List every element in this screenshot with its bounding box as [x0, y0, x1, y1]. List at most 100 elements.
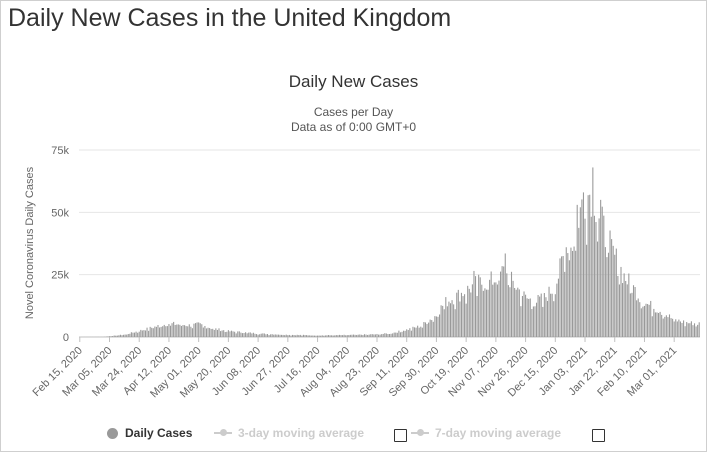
- data-bar[interactable]: [370, 334, 372, 337]
- data-bar[interactable]: [661, 314, 663, 337]
- data-bar[interactable]: [367, 334, 369, 337]
- data-bar[interactable]: [462, 296, 464, 337]
- data-bar[interactable]: [266, 333, 269, 337]
- data-bar[interactable]: [382, 333, 384, 337]
- data-bar[interactable]: [595, 222, 597, 337]
- data-bar[interactable]: [263, 333, 265, 337]
- data-bar[interactable]: [567, 253, 569, 337]
- data-bar[interactable]: [312, 335, 314, 337]
- legend-item-3-day-average[interactable]: 3-day moving average: [214, 426, 364, 440]
- data-bar[interactable]: [273, 334, 275, 337]
- data-bar[interactable]: [376, 333, 378, 337]
- data-bar[interactable]: [464, 294, 466, 337]
- data-bar[interactable]: [556, 283, 558, 337]
- data-bar[interactable]: [453, 304, 455, 337]
- data-bar[interactable]: [618, 284, 620, 337]
- data-bar[interactable]: [592, 167, 594, 337]
- data-bar[interactable]: [535, 302, 538, 337]
- legend-item-7-day-average[interactable]: 7-day moving average: [411, 426, 561, 440]
- data-bar[interactable]: [584, 218, 586, 337]
- data-bar[interactable]: [210, 328, 212, 337]
- data-bar[interactable]: [249, 332, 251, 337]
- data-bar[interactable]: [401, 331, 403, 337]
- data-bar[interactable]: [393, 332, 395, 337]
- data-bar[interactable]: [429, 319, 431, 337]
- data-bar[interactable]: [456, 292, 458, 337]
- data-bar[interactable]: [551, 293, 553, 337]
- data-bar[interactable]: [390, 333, 392, 337]
- data-bar[interactable]: [301, 335, 303, 337]
- data-bar[interactable]: [581, 199, 583, 337]
- data-bar[interactable]: [673, 321, 675, 337]
- data-bar[interactable]: [443, 309, 445, 337]
- data-bar[interactable]: [240, 332, 242, 337]
- data-bar[interactable]: [485, 289, 488, 337]
- data-bar[interactable]: [423, 322, 425, 337]
- data-bar[interactable]: [409, 328, 411, 337]
- data-bar[interactable]: [598, 218, 600, 337]
- data-bar[interactable]: [307, 335, 309, 337]
- data-bar[interactable]: [309, 335, 311, 337]
- data-bar[interactable]: [611, 239, 613, 337]
- data-bar[interactable]: [489, 279, 491, 337]
- data-bar[interactable]: [597, 241, 599, 337]
- data-bar[interactable]: [224, 332, 226, 337]
- data-bar[interactable]: [180, 325, 182, 337]
- data-bar[interactable]: [354, 334, 356, 337]
- data-bar[interactable]: [645, 303, 647, 337]
- data-bar[interactable]: [173, 321, 175, 337]
- data-bar[interactable]: [404, 330, 406, 337]
- data-bar[interactable]: [340, 335, 342, 337]
- data-bar[interactable]: [545, 297, 547, 337]
- data-bar[interactable]: [204, 325, 206, 337]
- data-bar[interactable]: [548, 286, 550, 337]
- data-bar[interactable]: [271, 334, 273, 337]
- checkbox-3-day-average[interactable]: [394, 429, 407, 442]
- data-bar[interactable]: [324, 335, 326, 337]
- data-bar[interactable]: [346, 335, 348, 337]
- data-bar[interactable]: [155, 326, 157, 337]
- data-bar[interactable]: [650, 300, 652, 337]
- data-bar[interactable]: [693, 323, 696, 337]
- data-bar[interactable]: [235, 333, 237, 337]
- data-bar[interactable]: [373, 334, 375, 337]
- data-bar[interactable]: [523, 291, 525, 337]
- data-bar[interactable]: [689, 323, 691, 337]
- data-bar[interactable]: [335, 335, 337, 337]
- data-bar[interactable]: [683, 320, 685, 337]
- data-bar[interactable]: [559, 258, 561, 337]
- data-bar[interactable]: [692, 325, 694, 337]
- data-bar[interactable]: [664, 316, 666, 337]
- data-bar[interactable]: [506, 273, 508, 337]
- data-bar[interactable]: [492, 284, 494, 337]
- data-bar[interactable]: [116, 335, 118, 337]
- data-bar[interactable]: [540, 293, 542, 337]
- data-bar[interactable]: [446, 306, 448, 337]
- data-bar[interactable]: [185, 326, 187, 337]
- data-bar[interactable]: [468, 288, 470, 337]
- data-bar[interactable]: [385, 333, 387, 337]
- data-bar[interactable]: [317, 335, 319, 337]
- data-bar[interactable]: [415, 327, 417, 337]
- data-bar[interactable]: [434, 316, 436, 337]
- data-bar[interactable]: [554, 294, 556, 337]
- data-bar[interactable]: [363, 334, 366, 337]
- data-bar[interactable]: [144, 330, 147, 337]
- data-bar[interactable]: [259, 334, 261, 337]
- data-bar[interactable]: [226, 331, 228, 337]
- data-bar[interactable]: [395, 332, 397, 337]
- data-bar[interactable]: [252, 332, 254, 337]
- data-bar[interactable]: [384, 333, 386, 337]
- data-bar[interactable]: [507, 285, 509, 337]
- data-bar[interactable]: [612, 245, 614, 337]
- data-bar[interactable]: [220, 331, 222, 337]
- data-bar[interactable]: [632, 285, 635, 337]
- data-bar[interactable]: [637, 298, 639, 338]
- data-bar[interactable]: [221, 330, 223, 337]
- data-bar[interactable]: [665, 315, 667, 337]
- data-bar[interactable]: [698, 322, 700, 337]
- data-bar[interactable]: [194, 323, 197, 337]
- data-bar[interactable]: [413, 327, 416, 337]
- data-bar[interactable]: [487, 289, 489, 337]
- data-bar[interactable]: [110, 336, 112, 337]
